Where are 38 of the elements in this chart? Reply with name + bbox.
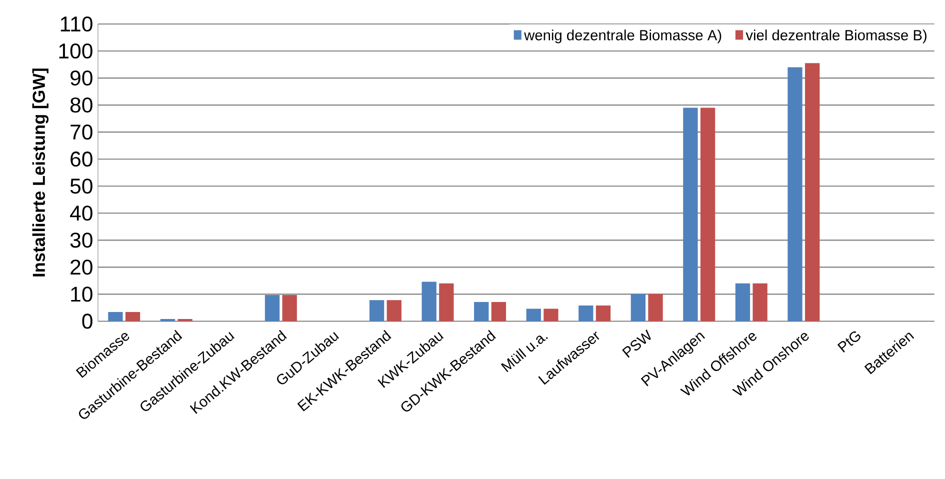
bar bbox=[683, 108, 698, 322]
bar bbox=[526, 309, 541, 322]
bar bbox=[386, 300, 402, 322]
bar bbox=[596, 306, 611, 322]
bar bbox=[804, 63, 820, 322]
legend-label: viel dezentrale Biomasse B) bbox=[746, 30, 926, 44]
bar bbox=[125, 312, 140, 322]
y-tick-label: 70 bbox=[70, 124, 92, 140]
y-tick-label: 90 bbox=[70, 70, 92, 86]
bar bbox=[752, 284, 768, 322]
y-tick-label: 50 bbox=[70, 178, 92, 194]
bar bbox=[630, 294, 646, 322]
y-tick-label: 100 bbox=[59, 44, 92, 59]
bar bbox=[264, 295, 280, 322]
y-tick-label: 10 bbox=[71, 286, 92, 302]
bar bbox=[369, 300, 384, 322]
bar bbox=[422, 282, 436, 322]
y-tick-label: 40 bbox=[70, 206, 92, 221]
bar bbox=[578, 306, 594, 322]
legend-label: wenig dezentrale Biomasse A) bbox=[524, 30, 722, 44]
x-tick-label: PtG bbox=[837, 332, 860, 353]
bar bbox=[544, 309, 558, 322]
bar bbox=[735, 284, 750, 322]
y-tick-label: 0 bbox=[82, 314, 92, 330]
bar bbox=[491, 302, 506, 322]
bar bbox=[108, 312, 123, 322]
y-tick-label: 20 bbox=[70, 260, 92, 275]
y-tick-label: 110 bbox=[60, 16, 92, 32]
y-tick-label: 30 bbox=[70, 232, 92, 248]
bar bbox=[700, 108, 716, 322]
bar bbox=[282, 295, 297, 322]
bar bbox=[474, 302, 489, 322]
bar bbox=[788, 67, 802, 322]
bar bbox=[648, 294, 663, 322]
y-tick-label: 60 bbox=[70, 152, 92, 167]
bar bbox=[439, 284, 454, 322]
y-axis-title: Installierte Leistung [GW] bbox=[32, 68, 49, 277]
y-tick-label: 80 bbox=[70, 98, 92, 113]
